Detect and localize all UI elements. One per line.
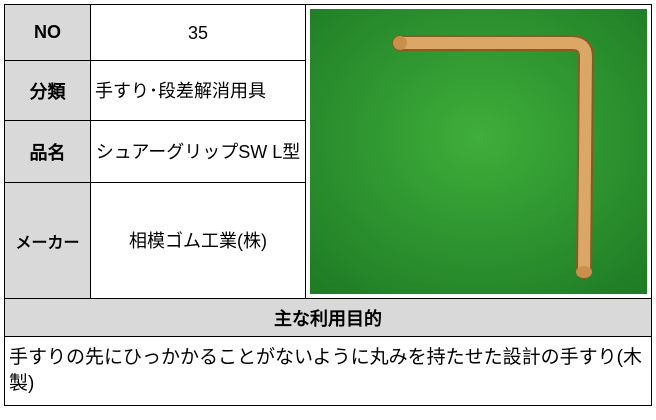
handrail-end (576, 266, 592, 278)
label-cell: NO (4, 4, 91, 61)
section-heading: 主な利用目的 (4, 298, 652, 337)
value-cell: 相模ゴム工業(株) (90, 182, 306, 299)
label-cell: メーカー (4, 182, 91, 299)
label-cell: 品名 (4, 120, 91, 183)
photo-background (310, 9, 647, 294)
photo-cell (305, 4, 652, 299)
photo (310, 9, 647, 294)
label-cell: 分類 (4, 60, 91, 121)
handrail (394, 37, 593, 277)
handrail-end (393, 36, 407, 50)
purpose-text: 手すりの先にひっかかることがないように丸みを持たせた設計の手すり(木製) (4, 336, 652, 406)
value-cell: シュアーグリップSW L型 (90, 120, 306, 183)
value-cell: 35 (90, 4, 306, 61)
value-cell: 手すり･段差解消用具 (90, 60, 306, 121)
